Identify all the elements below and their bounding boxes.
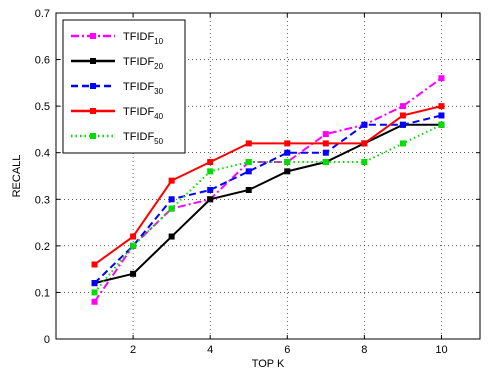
data-point: [91, 280, 98, 287]
series-lines: [91, 75, 445, 305]
legend-entry-subscript: 30: [154, 87, 163, 96]
data-point: [361, 121, 368, 128]
data-point: [245, 168, 252, 175]
y-tick-label: 0.1: [35, 287, 50, 299]
legend-entry-subscript: 50: [154, 137, 163, 146]
x-tick-label: 6: [284, 344, 290, 356]
series-line: [93, 114, 442, 284]
data-point: [207, 159, 214, 166]
legend-entry-name: TFIDF: [123, 81, 154, 93]
legend-entry-label: TFIDF20: [123, 56, 164, 71]
legend-entry-name: TFIDF: [123, 131, 154, 143]
series-tfidf30: [91, 112, 445, 287]
legend-swatch-marker: [90, 58, 96, 64]
data-point: [438, 75, 445, 82]
data-point: [322, 159, 329, 166]
data-point: [130, 233, 137, 240]
data-point: [361, 159, 368, 166]
y-tick-label: 0.7: [35, 8, 50, 20]
data-point: [399, 112, 406, 119]
data-point: [168, 233, 175, 240]
data-point: [284, 140, 291, 147]
legend-entry-name: TFIDF: [123, 106, 154, 118]
legend-entry-label: TFIDF10: [123, 31, 164, 46]
legend-swatch-marker: [90, 83, 96, 89]
grid-lines: [56, 13, 480, 339]
legend-entry-name: TFIDF: [123, 56, 154, 68]
x-tick-label: 4: [207, 344, 213, 356]
legend-entry-label: TFIDF50: [123, 131, 164, 146]
y-tick-label: 0: [44, 334, 50, 346]
series-line: [93, 105, 442, 266]
legend-entry-name: TFIDF: [123, 31, 154, 43]
data-point: [168, 205, 175, 212]
series-line: [94, 123, 442, 285]
data-point: [399, 140, 406, 147]
legend-swatch-marker: [90, 133, 96, 139]
legend-swatch-marker: [90, 33, 96, 39]
data-point: [91, 298, 98, 305]
y-tick-label: 0.2: [35, 241, 50, 253]
legend-entry-label: TFIDF40: [123, 106, 164, 121]
x-tick-label: 10: [435, 344, 447, 356]
axis-ticks: 2 4 6 8 10 0 0.1 0.2 0.3 0.4 0.5 0.6 0.7: [35, 8, 480, 356]
data-point: [130, 270, 137, 277]
legend-entry-label: TFIDF30: [123, 81, 164, 96]
data-point: [438, 121, 445, 128]
legend-entry-subscript: 20: [154, 62, 163, 71]
data-point: [322, 140, 329, 147]
data-point: [168, 196, 175, 203]
y-tick-label: 0.6: [35, 55, 50, 67]
data-point: [130, 242, 137, 249]
x-tick-label: 2: [130, 344, 136, 356]
data-point: [361, 140, 368, 147]
data-point: [399, 103, 406, 110]
x-axis-label: TOP K: [252, 358, 285, 370]
data-point: [207, 196, 214, 203]
data-point: [91, 261, 98, 268]
y-axis-label: RECALL: [11, 155, 23, 198]
y-tick-label: 0.5: [35, 101, 50, 113]
data-point: [284, 159, 291, 166]
series-tfidf40: [91, 103, 445, 268]
data-point: [245, 159, 252, 166]
data-point: [322, 149, 329, 156]
data-point: [322, 131, 329, 138]
data-point: [438, 103, 445, 110]
legend-swatch-marker: [90, 108, 96, 114]
x-tick-label: 8: [361, 344, 367, 356]
legend-entry-subscript: 10: [154, 37, 163, 46]
plot-frame: [55, 12, 481, 340]
y-tick-label: 0.3: [35, 194, 50, 206]
legend-entry-subscript: 40: [154, 112, 163, 121]
data-point: [168, 177, 175, 184]
data-point: [207, 168, 214, 175]
data-point: [284, 149, 291, 156]
data-point: [207, 186, 214, 193]
data-point: [245, 140, 252, 147]
data-point: [245, 186, 252, 193]
y-tick-label: 0.4: [35, 148, 50, 160]
data-point: [284, 168, 291, 175]
series-tfidf50: [91, 121, 445, 296]
data-point: [399, 121, 406, 128]
data-point: [438, 112, 445, 119]
data-point: [91, 289, 98, 296]
